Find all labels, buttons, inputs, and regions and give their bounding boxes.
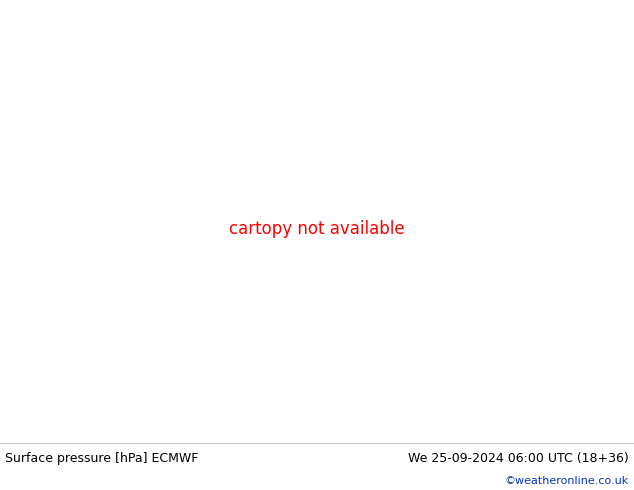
Text: We 25-09-2024 06:00 UTC (18+36): We 25-09-2024 06:00 UTC (18+36) — [408, 452, 629, 465]
Text: Surface pressure [hPa] ECMWF: Surface pressure [hPa] ECMWF — [5, 452, 198, 465]
Text: cartopy not available: cartopy not available — [229, 220, 405, 238]
Text: ©weatheronline.co.uk: ©weatheronline.co.uk — [505, 476, 629, 486]
